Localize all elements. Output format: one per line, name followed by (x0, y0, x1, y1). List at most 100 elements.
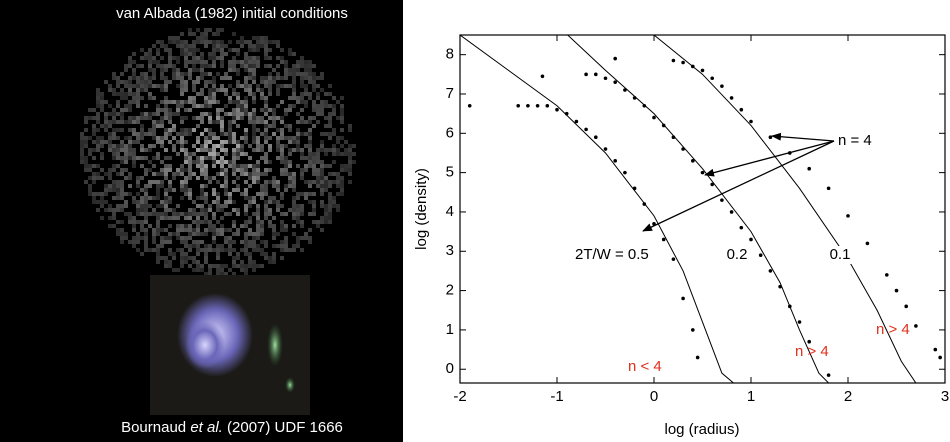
pixel (204, 164, 208, 168)
pixel (240, 84, 244, 88)
pixel (196, 220, 200, 224)
pixel (144, 56, 148, 60)
pixel (296, 60, 300, 64)
pixel (236, 148, 240, 152)
pixel (260, 184, 264, 188)
pixel (148, 248, 152, 252)
pixel (232, 140, 236, 144)
pixel (148, 56, 152, 60)
pixel (180, 264, 184, 268)
pixel (228, 248, 232, 252)
pixel (244, 152, 248, 156)
pixel (204, 168, 208, 172)
pixel (136, 132, 140, 136)
pixel (304, 92, 308, 96)
pixel (260, 92, 264, 96)
pixel (120, 156, 124, 160)
pixel (204, 140, 208, 144)
pixel (204, 200, 208, 204)
pixel (216, 192, 220, 196)
pixel (144, 196, 148, 200)
pixel (220, 168, 224, 172)
pixel (124, 236, 128, 240)
pixel (164, 192, 168, 196)
pixel (144, 244, 148, 248)
pixel (312, 156, 316, 160)
pixel (160, 88, 164, 92)
pixel (220, 272, 224, 276)
pixel (220, 60, 224, 64)
pixel (144, 116, 148, 120)
pixel (204, 136, 208, 140)
pixel (164, 164, 168, 168)
data-point (584, 127, 588, 132)
pixel (320, 180, 324, 184)
pixel (196, 268, 200, 272)
pixel (224, 132, 228, 136)
pixel (300, 192, 304, 196)
pixel (244, 164, 248, 168)
pixel (104, 208, 108, 212)
pixel (136, 96, 140, 100)
pixel (164, 260, 168, 264)
pixel (180, 248, 184, 252)
pixel (208, 40, 212, 44)
pixel (252, 60, 256, 64)
pixel (148, 68, 152, 72)
pixel (140, 84, 144, 88)
pixel (260, 228, 264, 232)
pixel (304, 100, 308, 104)
pixel (200, 52, 204, 56)
pixel (248, 256, 252, 260)
pixel (348, 128, 352, 132)
pixel (200, 172, 204, 176)
pixel (212, 96, 216, 100)
pixel (252, 76, 256, 80)
pixel (336, 176, 340, 180)
pixel (180, 168, 184, 172)
pixel (340, 136, 344, 140)
pixel (300, 64, 304, 68)
curve-label: 0.2 (727, 246, 748, 263)
pixel (112, 148, 116, 152)
pixel (264, 200, 268, 204)
pixel (216, 264, 220, 268)
pixel (268, 92, 272, 96)
pixel (152, 112, 156, 116)
pixel (216, 232, 220, 236)
pixel (336, 100, 340, 104)
pixel (168, 232, 172, 236)
pixel (272, 256, 276, 260)
pixel (156, 184, 160, 188)
pixel (252, 96, 256, 100)
pixel (164, 108, 168, 112)
pixel (152, 212, 156, 216)
pixel (132, 52, 136, 56)
pixel (280, 84, 284, 88)
pixel (200, 72, 204, 76)
pixel (184, 116, 188, 120)
pixel (188, 156, 192, 160)
pixel (240, 172, 244, 176)
pixel (208, 28, 212, 32)
pixel (164, 256, 168, 260)
pixel (232, 272, 236, 276)
pixel (176, 216, 180, 220)
pixel (276, 76, 280, 80)
pixel (236, 96, 240, 100)
pixel (264, 216, 268, 220)
pixel (196, 60, 200, 64)
data-point (594, 135, 598, 140)
pixel (180, 180, 184, 184)
pixel (256, 164, 260, 168)
pixel (252, 232, 256, 236)
pixel (116, 128, 120, 132)
pixel (180, 100, 184, 104)
pixel (216, 268, 220, 272)
pixel (300, 168, 304, 172)
pixel (88, 188, 92, 192)
pixel (160, 200, 164, 204)
pixel (200, 60, 204, 64)
data-point (681, 147, 685, 151)
pixel (188, 152, 192, 156)
